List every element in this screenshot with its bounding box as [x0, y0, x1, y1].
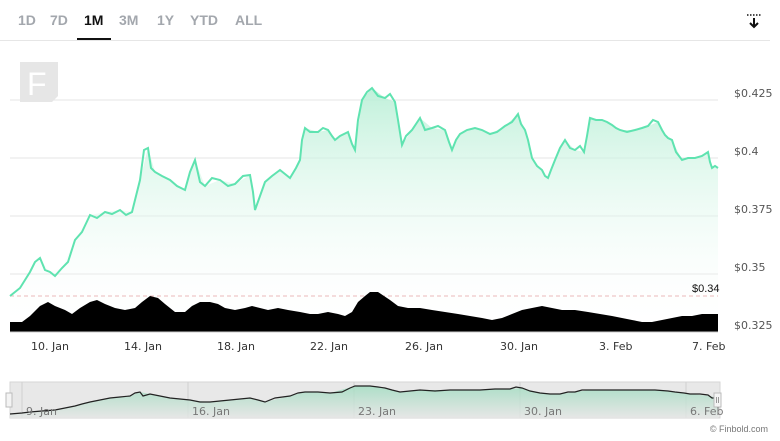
price-line [9, 86, 719, 297]
tab-7d[interactable]: 7D [50, 12, 68, 28]
navigator-tick: 30. Jan [524, 405, 562, 418]
navigator-tick: 9. Jan [26, 405, 57, 418]
x-tick: 10. Jan [31, 340, 69, 353]
x-tick: 26. Jan [405, 340, 443, 353]
x-tick: 7. Feb [692, 340, 726, 353]
navigator-tick: 23. Jan [358, 405, 396, 418]
finbold-watermark-logo: F [20, 62, 58, 102]
x-tick: 22. Jan [310, 340, 348, 353]
volume-area [10, 292, 718, 332]
svg-text:F: F [27, 66, 47, 102]
x-tick: 30. Jan [500, 340, 538, 353]
y-tick-04: $0.4 [734, 145, 759, 158]
credit-link[interactable]: © Finbold.com [709, 424, 768, 434]
y-tick-0375: $0.375 [734, 203, 773, 216]
tab-1m[interactable]: 1M [84, 12, 104, 28]
range-tab-bar: 1D 7D 1M 3M 1Y YTD ALL [0, 0, 770, 41]
navigator-left-handle [5, 392, 13, 408]
current-price-label: $0.34 [692, 283, 720, 295]
y-tick-035: $0.35 [734, 261, 766, 274]
y-tick-0425: $0.425 [734, 87, 773, 100]
price-area [10, 88, 718, 332]
tab-1y[interactable]: 1Y [157, 12, 175, 28]
tab-1d[interactable]: 1D [18, 12, 36, 28]
download-icon[interactable] [745, 12, 763, 30]
x-tick: 3. Feb [599, 340, 633, 353]
x-tick: 14. Jan [124, 340, 162, 353]
grid-lines [10, 99, 718, 275]
navigator-tick: 6. Feb [690, 405, 724, 418]
tab-ytd[interactable]: YTD [190, 12, 218, 28]
tab-3m[interactable]: 3M [119, 12, 139, 28]
y-tick-0325: $0.325 [734, 319, 773, 332]
x-tick: 18. Jan [217, 340, 255, 353]
navigator-tick: 16. Jan [192, 405, 230, 418]
tab-all[interactable]: ALL [235, 12, 263, 28]
active-tab-underline [77, 38, 111, 40]
